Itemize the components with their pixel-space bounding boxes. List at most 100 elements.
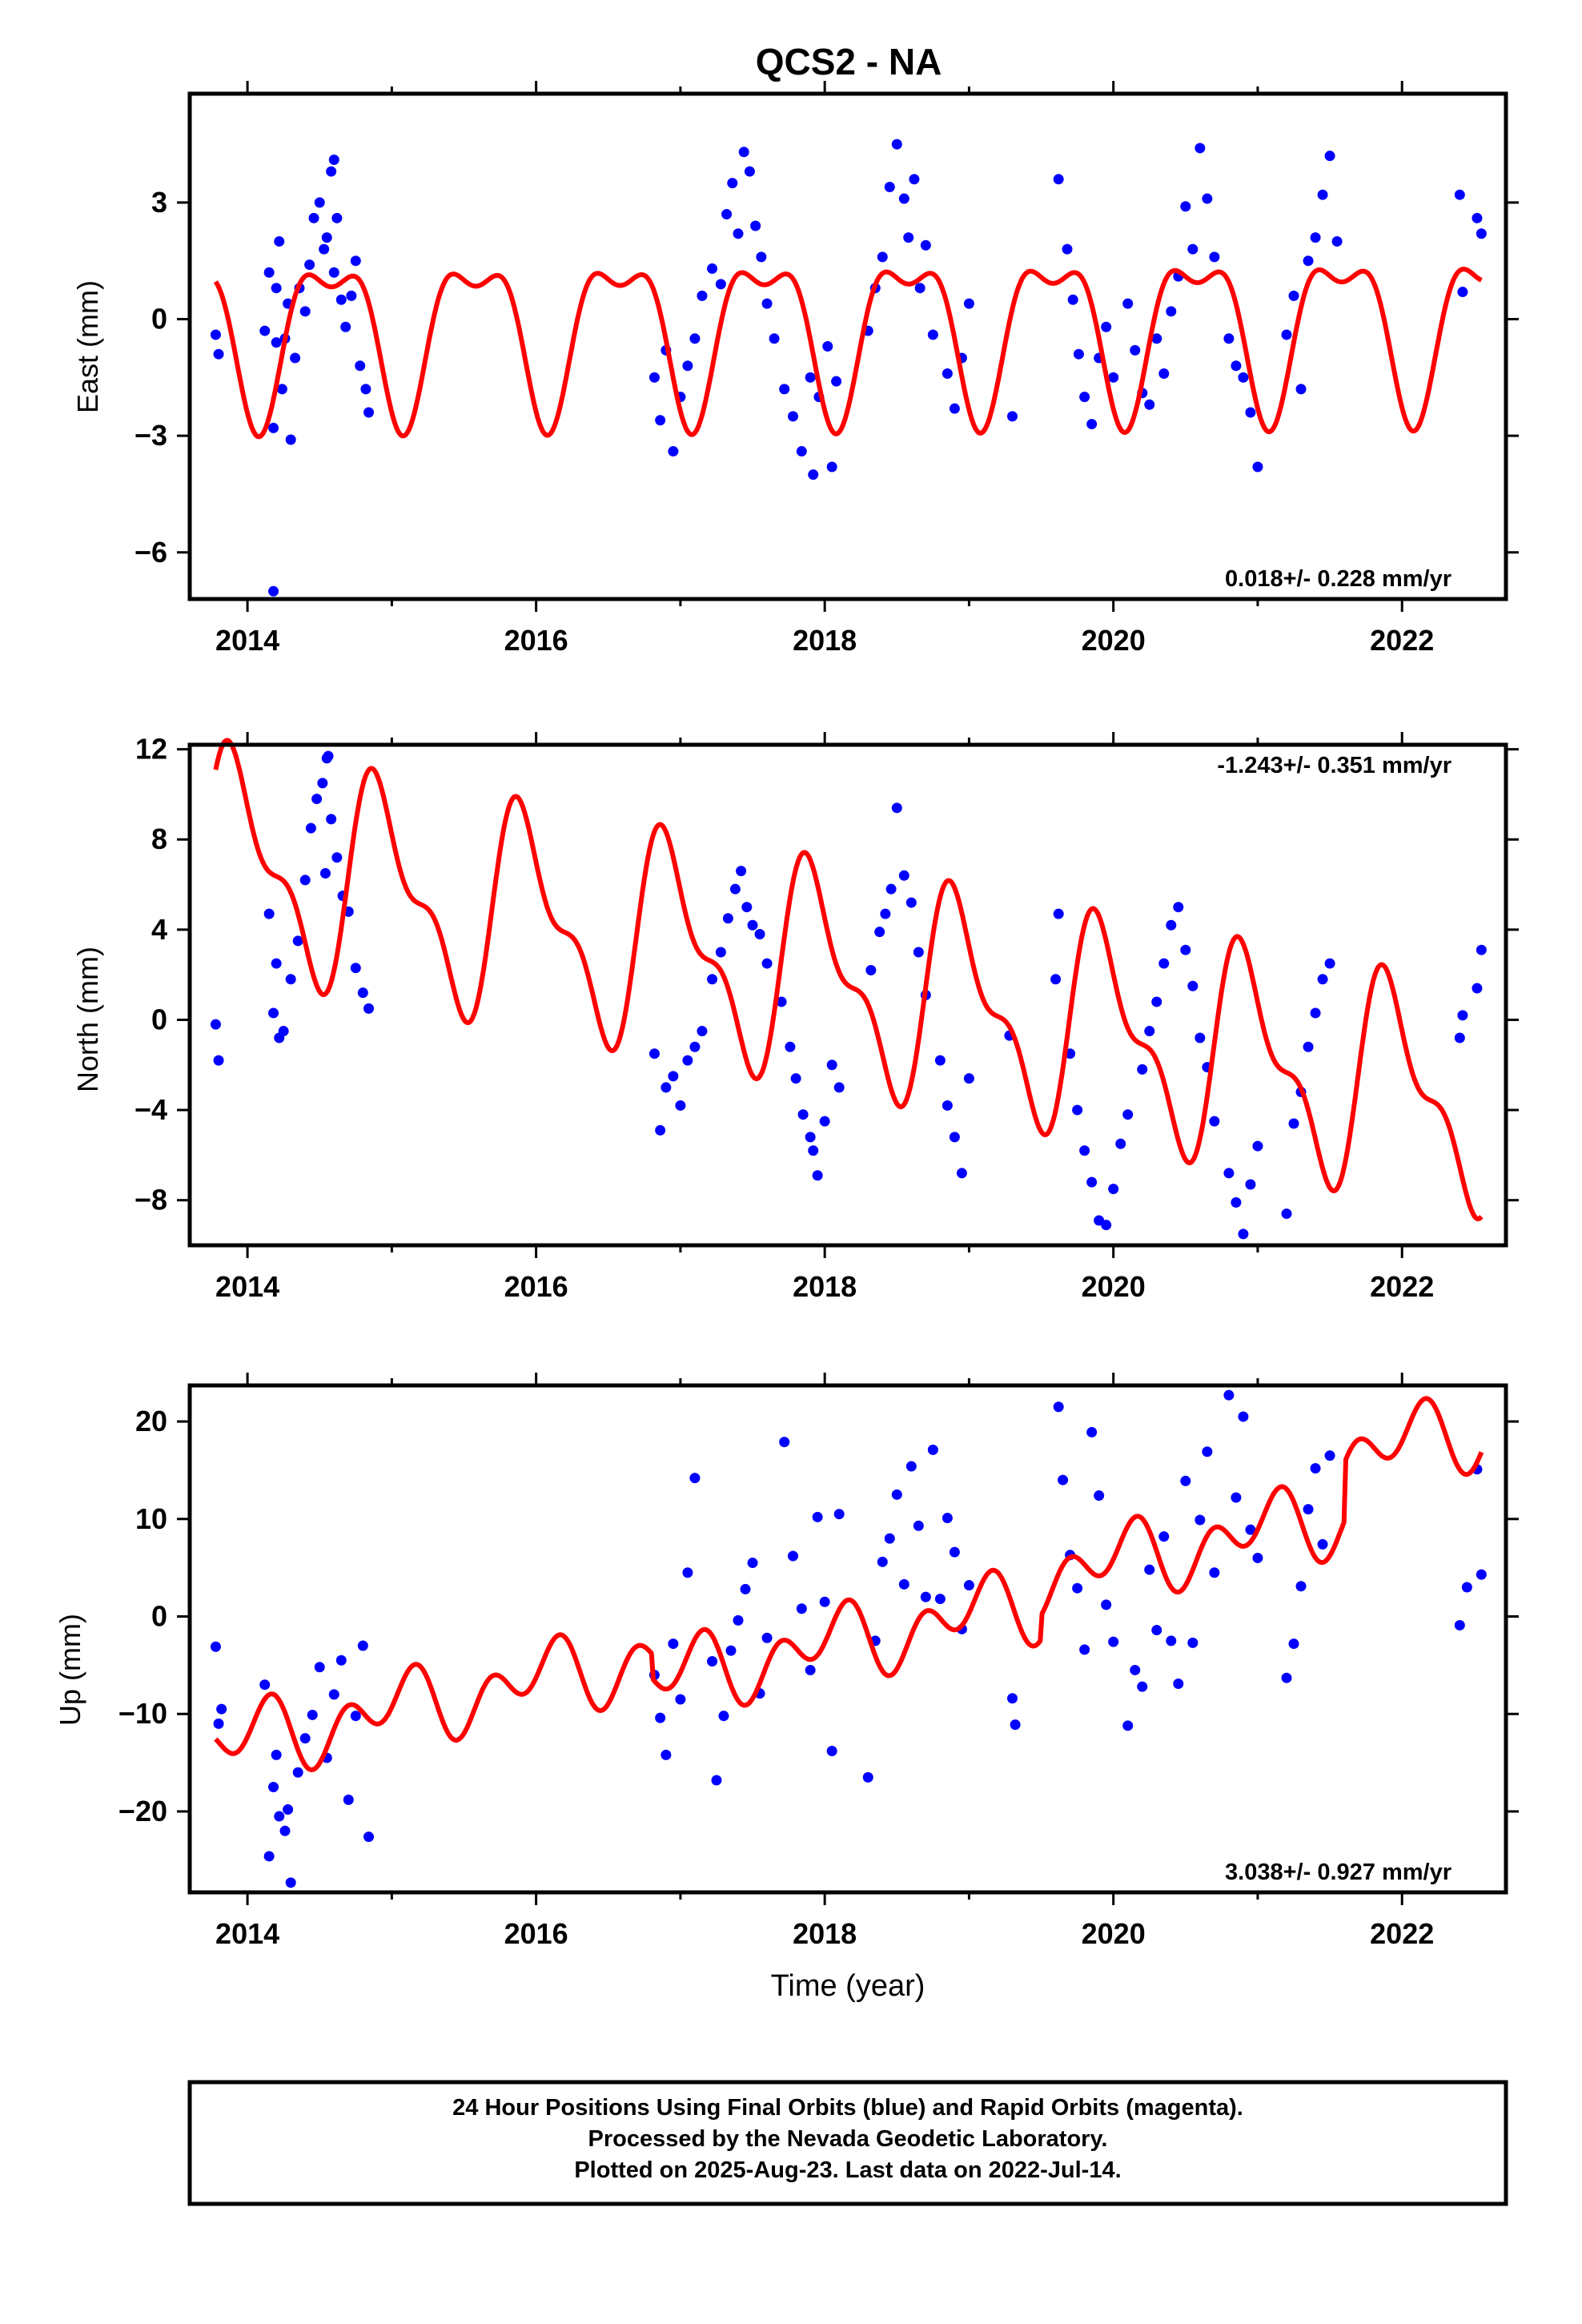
north-data-point (1187, 980, 1199, 991)
east-data-point (259, 325, 271, 336)
north-data-point (898, 870, 909, 881)
up-data-point (905, 1461, 917, 1472)
east-data-point (1007, 411, 1018, 422)
north-data-point (648, 1048, 660, 1059)
footer-line-2: Processed by the Nevada Geodetic Laborat… (588, 2126, 1108, 2152)
east-data-point (1053, 174, 1064, 185)
footer-line-3: Plotted on 2025-Aug-23. Last data on 202… (574, 2157, 1121, 2183)
east-data-point (1209, 251, 1220, 263)
north-data-point (942, 1100, 953, 1111)
east-data-point (285, 434, 296, 445)
north-data-point (1158, 958, 1170, 969)
east-data-point (1079, 392, 1090, 403)
up-data-point (343, 1794, 354, 1805)
up-data-point (1245, 1524, 1256, 1535)
north-data-point (1231, 1197, 1242, 1208)
east-data-point (891, 139, 902, 150)
north-data-point (1101, 1220, 1112, 1231)
north-data-point (776, 996, 787, 1007)
east-data-point (1317, 189, 1328, 200)
east-data-point (1073, 348, 1084, 360)
up-xtick-label: 2020 (1082, 1917, 1146, 1950)
up-data-point (920, 1591, 931, 1602)
north-data-point (715, 947, 726, 958)
east-data-point (1130, 344, 1141, 356)
east-data-point (903, 232, 914, 243)
east-data-point (1238, 372, 1249, 383)
up-data-point (1166, 1635, 1177, 1647)
up-fit-curve (214, 1396, 1484, 1772)
east-data-point (355, 360, 366, 372)
north-data-point (1053, 908, 1064, 919)
east-data-point (1067, 294, 1078, 305)
up-data-point (1180, 1475, 1191, 1486)
up-data-point (314, 1662, 325, 1673)
east-data-point (744, 166, 755, 177)
up-data-point (357, 1640, 368, 1651)
up-data-point (1151, 1625, 1162, 1636)
east-ytick-label: 3 (151, 186, 167, 219)
north-data-point (874, 927, 885, 938)
up-data-point (655, 1712, 666, 1723)
east-data-point (769, 333, 780, 344)
north-data-point (865, 965, 877, 976)
east-data-point (963, 298, 974, 309)
up-data-point (740, 1583, 751, 1594)
up-data-point (1187, 1637, 1199, 1648)
east-data-point (363, 407, 375, 418)
up-data-point (1202, 1446, 1213, 1458)
north-data-point (350, 963, 361, 974)
up-data-point (725, 1645, 737, 1656)
north-data-point (913, 947, 924, 958)
east-data-point (263, 267, 275, 278)
north-data-point (319, 867, 331, 879)
up-data-point (213, 1718, 224, 1729)
north-data-point (1310, 1007, 1321, 1019)
east-data-point (328, 155, 339, 166)
east-data-point (210, 329, 221, 340)
east-data-point (721, 208, 733, 219)
up-data-point (1094, 1490, 1105, 1502)
east-data-point (750, 220, 761, 231)
north-data-point (323, 750, 334, 762)
east-data-point (1457, 287, 1468, 298)
east-data-point (331, 212, 343, 223)
north-data-point (1288, 1118, 1299, 1129)
north-data-point (1144, 1026, 1155, 1037)
up-data-point (707, 1655, 718, 1667)
east-data-point (319, 243, 330, 255)
up-data-point (788, 1550, 798, 1562)
east-xtick-label: 2020 (1082, 624, 1146, 657)
east-data-point (335, 294, 347, 305)
north-data-point (808, 1145, 819, 1156)
north-data-point (741, 902, 753, 913)
east-data-point (898, 193, 909, 204)
east-data-point (788, 411, 798, 422)
east-ytick-label: 0 (151, 303, 167, 336)
east-data-point (1151, 333, 1162, 344)
north-data-point (1209, 1116, 1220, 1127)
east-data-point (733, 228, 744, 239)
east-data-point (350, 255, 361, 267)
north-data-point (754, 928, 765, 939)
east-data-point (1180, 201, 1191, 212)
up-data-point (682, 1567, 693, 1578)
up-plot-area: 2014 2016 2018 2020 2022 −20 −10 0 10 20 (118, 1373, 1519, 1950)
up-data-point (805, 1664, 816, 1675)
north-data-point (317, 778, 328, 789)
north-xtick-label: 2022 (1370, 1270, 1434, 1303)
north-ytick-label: 0 (151, 1003, 167, 1035)
up-data-point (1086, 1426, 1098, 1437)
east-data-point (779, 384, 790, 395)
east-data-point (1187, 243, 1199, 255)
north-data-point (812, 1170, 823, 1181)
north-data-point (668, 1071, 679, 1082)
east-xtick-label: 2016 (504, 624, 568, 657)
north-data-point (1238, 1228, 1249, 1240)
north-data-point (213, 1055, 224, 1066)
time-axis-label: Time (year) (771, 1969, 926, 2003)
north-xtick-label: 2018 (793, 1270, 857, 1303)
north-data-point (263, 908, 275, 919)
